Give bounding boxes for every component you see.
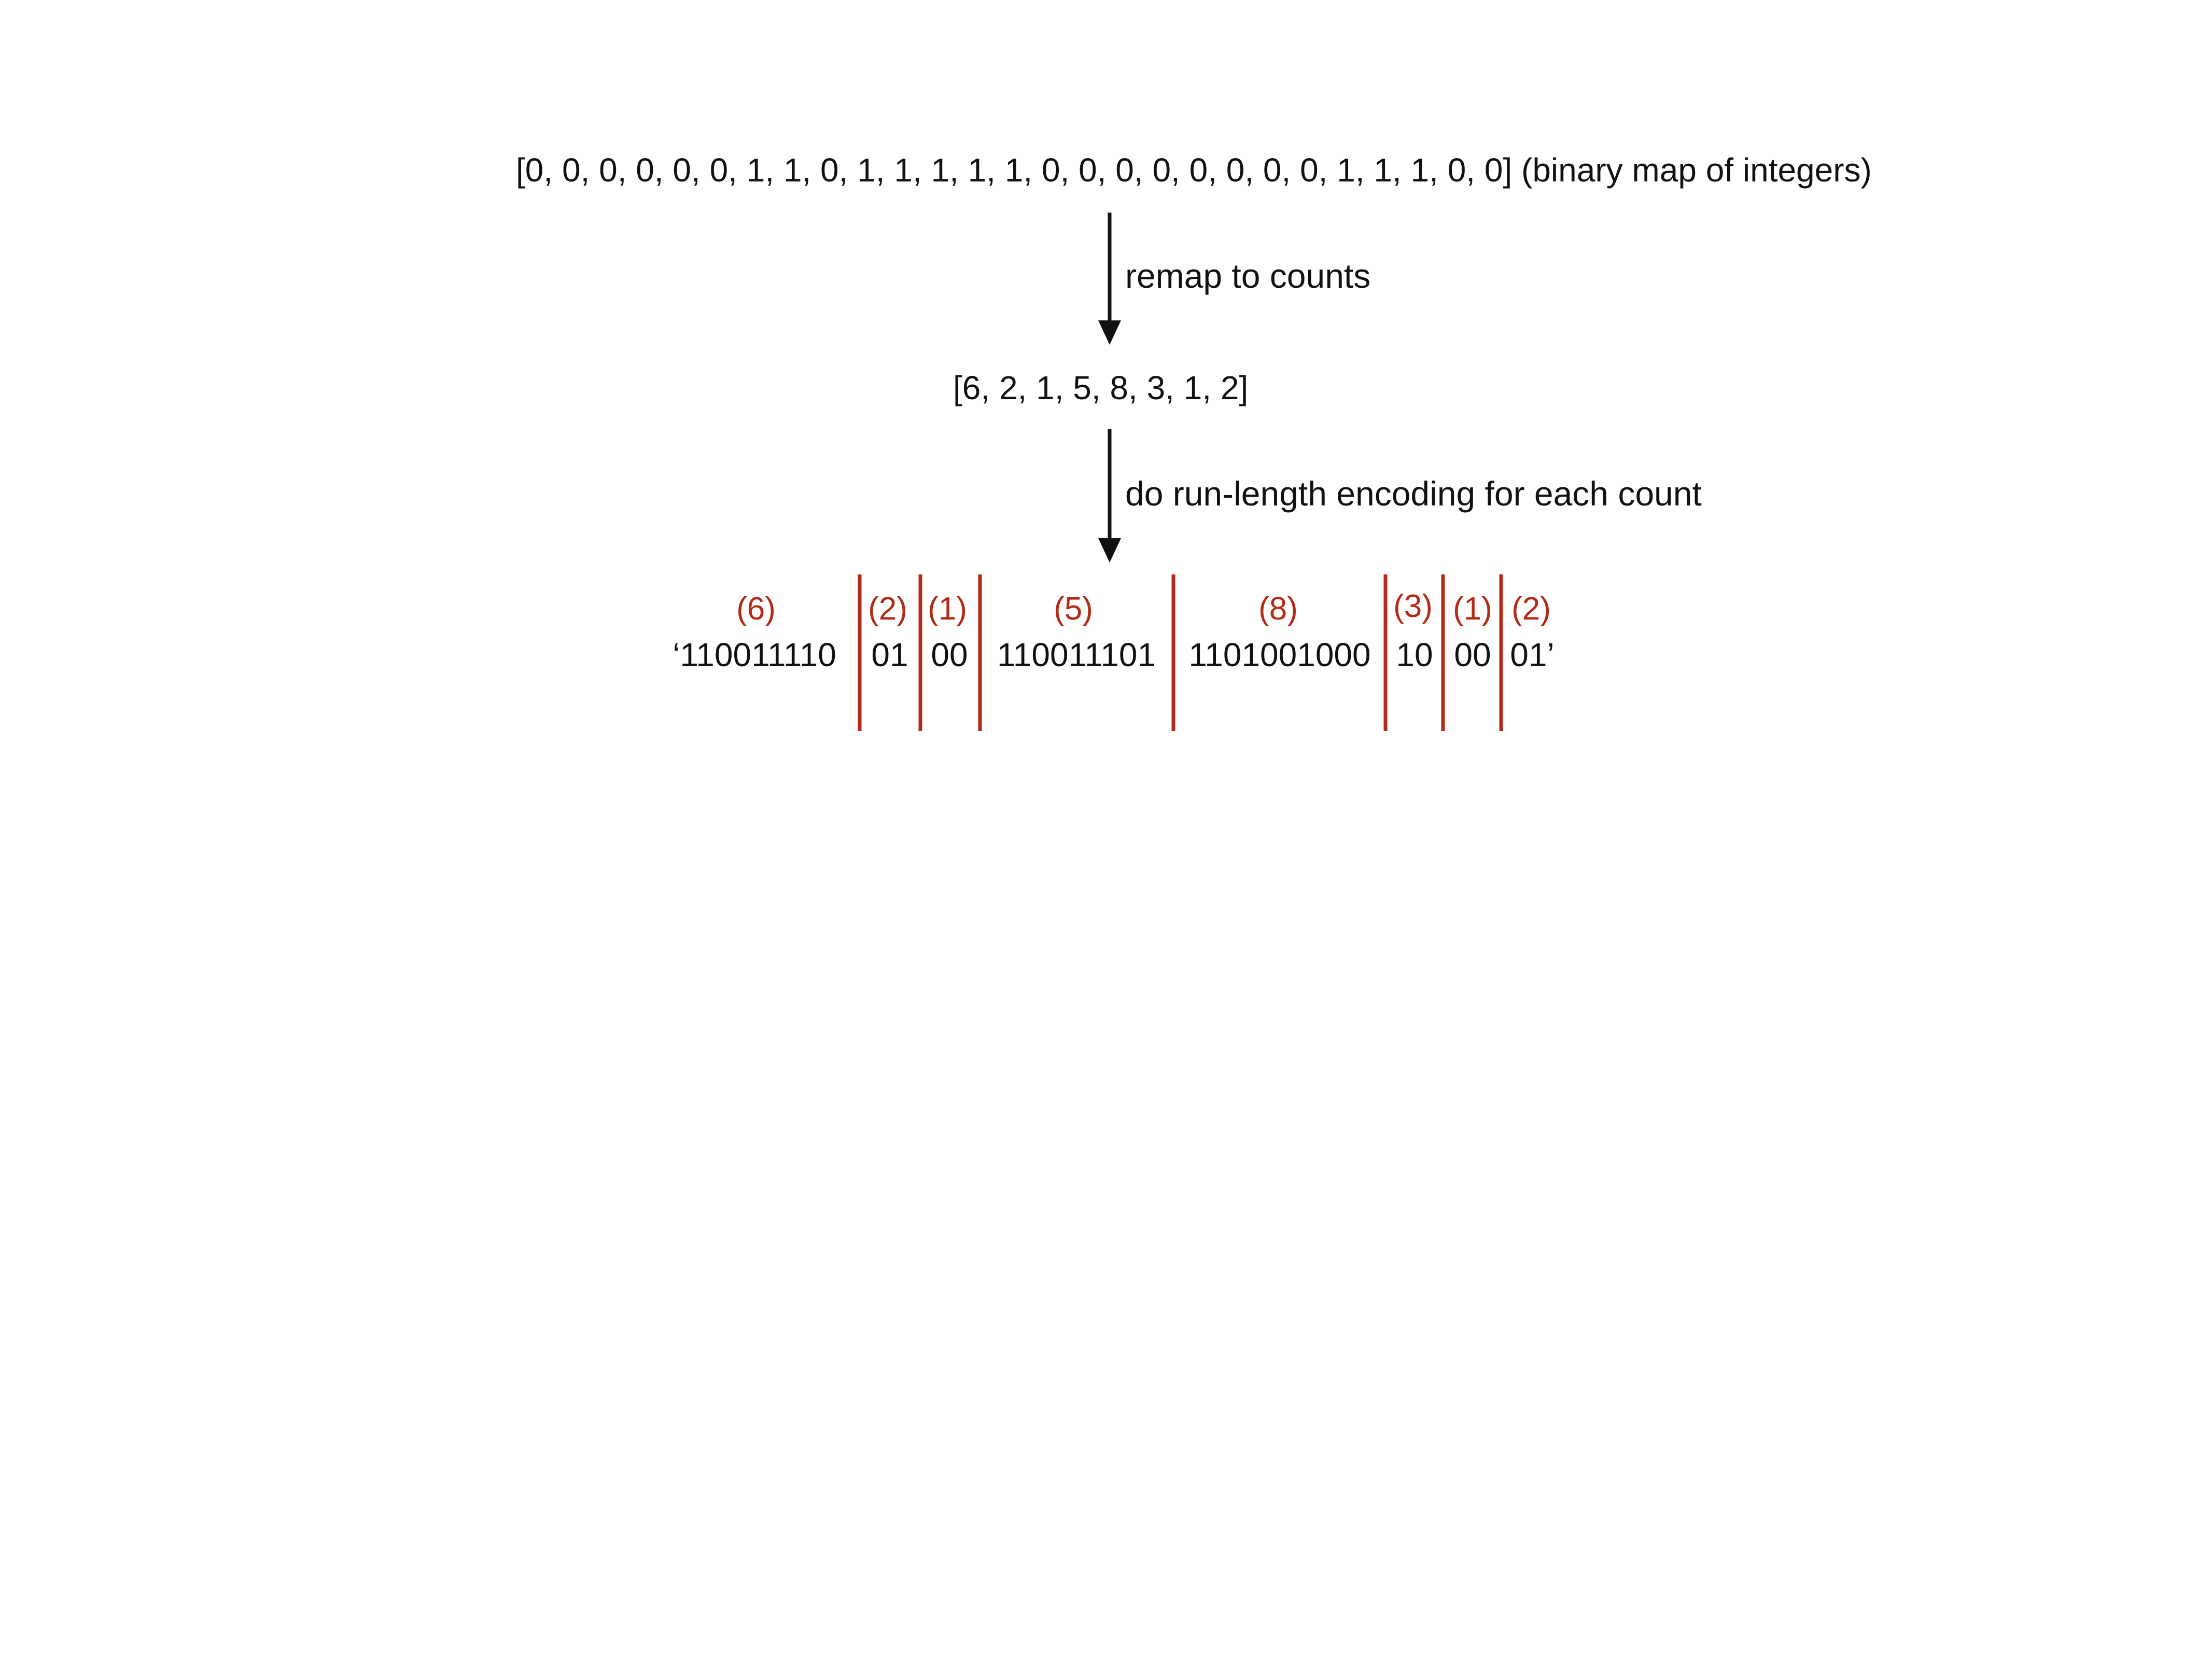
segment-bits: 01	[871, 636, 908, 673]
segment-count-label: (2)	[1511, 591, 1551, 627]
segment-count-label: (2)	[868, 591, 907, 627]
counts-text: [6, 2, 1, 5, 8, 3, 1, 2]	[953, 369, 1248, 406]
segment-count-label: (3)	[1393, 588, 1433, 624]
segment-bits: 10	[1396, 636, 1433, 673]
step-remap-label: remap to counts	[1125, 257, 1370, 295]
arrow-down-1	[1098, 213, 1121, 345]
segment-bits: 110011101	[997, 636, 1156, 673]
segment-bits: 00	[931, 636, 968, 673]
segment-count-label: (8)	[1258, 591, 1298, 627]
segment-bits: 00	[1454, 636, 1491, 673]
step-rle-label: do run-length encoding for each count	[1125, 474, 1702, 513]
segment-count-label: (1)	[928, 591, 967, 627]
input-binary-map-text: [0, 0, 0, 0, 0, 0, 1, 1, 0, 1, 1, 1, 1, …	[516, 151, 1872, 189]
segment-count-label: (5)	[1054, 591, 1093, 627]
segment-count-label: (1)	[1453, 591, 1492, 627]
arrow-down-2	[1098, 429, 1121, 563]
segment-count-label: (6)	[736, 591, 776, 627]
encoding-bitstring: (6) (2) (1) (5) (8) (3) (1) (2) ‘1100111…	[673, 574, 1555, 731]
segment-bits: 1101001000	[1188, 636, 1370, 673]
segment-bits: 01’	[1510, 636, 1554, 673]
segment-bits: ‘110011110	[673, 636, 836, 673]
